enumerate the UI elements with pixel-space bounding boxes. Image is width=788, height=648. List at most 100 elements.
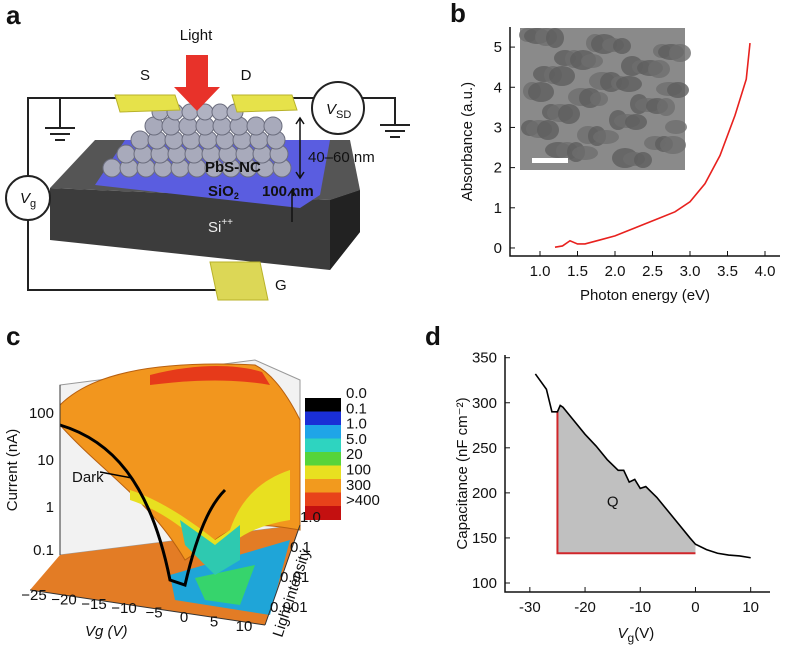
y-tick-label: 250 (472, 440, 497, 457)
floor-region (195, 565, 255, 605)
nanoparticle (634, 152, 652, 168)
y-axis-label: Absorbance (a.u.) (459, 82, 476, 201)
panel-label: b (450, 0, 466, 28)
z-tick-label: 0.1 (33, 542, 54, 559)
substrate-side (330, 190, 360, 270)
colorbar-swatch (305, 438, 341, 453)
y-tick-label: 1 (494, 200, 502, 217)
nanoparticle (528, 82, 554, 102)
vg-main: V (20, 190, 32, 207)
x-tick-label: -10 (629, 599, 651, 616)
y-tick-label: 0.01 (280, 569, 309, 586)
y-tick-label: 2 (494, 160, 502, 177)
y-tick-label: 5 (494, 39, 502, 56)
charts: b 1.0 1.5 2.0 2.5 3.0 3.5 4.0 0 1 2 3 4 5 Photon energ… (425, 0, 780, 645)
x-tick-label: 4.0 (755, 263, 776, 280)
substrate-sup: ++ (221, 217, 233, 228)
panel-label: d (425, 321, 441, 351)
x-tick-label: 0 (691, 599, 699, 616)
x-tick-label: 10 (742, 599, 759, 616)
vsd-label: VSD (326, 101, 351, 121)
x-tick-label: −10 (111, 600, 136, 617)
drain-label: D (241, 67, 252, 84)
annotation: Q (607, 493, 619, 510)
surface-plot: c Dark Current (nA) Vg (V) Light intensi… (4, 321, 380, 640)
gate-label: G (275, 277, 287, 294)
source-electrode (114, 94, 181, 113)
sphere (211, 103, 229, 121)
nanoparticle (665, 120, 687, 134)
sphere (102, 158, 122, 178)
nanoparticle (613, 38, 631, 54)
tem-inset (519, 28, 691, 170)
colorbar-label: 20 (346, 446, 363, 463)
region-edge (556, 411, 696, 555)
z-tick-label: 10 (37, 452, 54, 469)
x-tick-label: 0 (180, 609, 188, 626)
x-tick-label: -20 (574, 599, 596, 616)
colorbar-label: 5.0 (346, 431, 367, 448)
dark-label: Dark (72, 469, 104, 486)
vg-label: Vg (20, 190, 36, 210)
dark-pointer (99, 471, 133, 479)
y-tick-label: 350 (472, 350, 497, 367)
sphere (116, 144, 136, 164)
y-tick-label: 150 (472, 530, 497, 547)
oxide-main: SiO (208, 183, 234, 200)
substrate-front (50, 188, 360, 270)
colorbar-swatch (305, 506, 341, 520)
nanoparticle (667, 82, 689, 98)
sd-source (311, 81, 365, 135)
nanoparticle (657, 98, 675, 116)
nanoparticle (669, 44, 691, 62)
oxide-sub: 2 (234, 191, 239, 201)
substrate-main: Si (208, 219, 221, 236)
colorbar-label: >400 (346, 492, 380, 509)
scale-bar (532, 158, 568, 163)
nanoparticle (648, 60, 670, 78)
colorbar-swatch (305, 398, 341, 412)
dark-curve (59, 423, 227, 587)
light-label: Light (180, 27, 213, 44)
colorbar-swatch (305, 492, 341, 507)
x-tick-label: -30 (519, 599, 541, 616)
x-label-sub: g (628, 631, 635, 645)
x-tick-label: 2.0 (605, 263, 626, 280)
x-axis-label: Vg(V) (618, 625, 655, 645)
x-tick-label: 1.5 (567, 263, 588, 280)
x-axis (29, 589, 266, 626)
x-tick-label: −20 (51, 591, 76, 608)
x-tick-label: 10 (236, 618, 253, 635)
gate-source (5, 175, 51, 221)
colorbar-swatch (305, 479, 341, 493)
data-line (554, 42, 751, 248)
vg-sub: g (30, 198, 36, 210)
nanocrystals (102, 103, 292, 178)
data-line (534, 373, 751, 559)
colorbar-label: 300 (346, 477, 371, 494)
x-tick-label: −5 (145, 605, 162, 622)
surface-top (150, 366, 270, 385)
ground (45, 124, 410, 141)
y-tick-label: 1.0 (300, 509, 321, 526)
surface-region (180, 520, 240, 575)
axes (504, 355, 770, 593)
colorbar-label: 0.1 (346, 400, 367, 417)
y-tick-label: 4 (494, 79, 502, 96)
source-label: S (140, 67, 150, 84)
z-axis-label: Current (nA) (4, 429, 21, 512)
nanoparticle (593, 130, 619, 144)
y-tick-label: 3 (494, 119, 502, 136)
y-tick-label: 200 (472, 485, 497, 502)
device-diagram: a Light S D VSD Vg PbS-NC SiO2 100 nm 40… (5, 0, 410, 301)
sphere (130, 130, 150, 150)
x-label-unit: (V) (634, 625, 654, 642)
dimension-arrows (287, 116, 305, 222)
y-tick-label: 100 (472, 575, 497, 592)
vsd-sub: SD (336, 109, 351, 121)
y-axis (264, 524, 301, 626)
x-tick-label: −15 (81, 596, 106, 613)
nanoparticle (660, 136, 686, 154)
